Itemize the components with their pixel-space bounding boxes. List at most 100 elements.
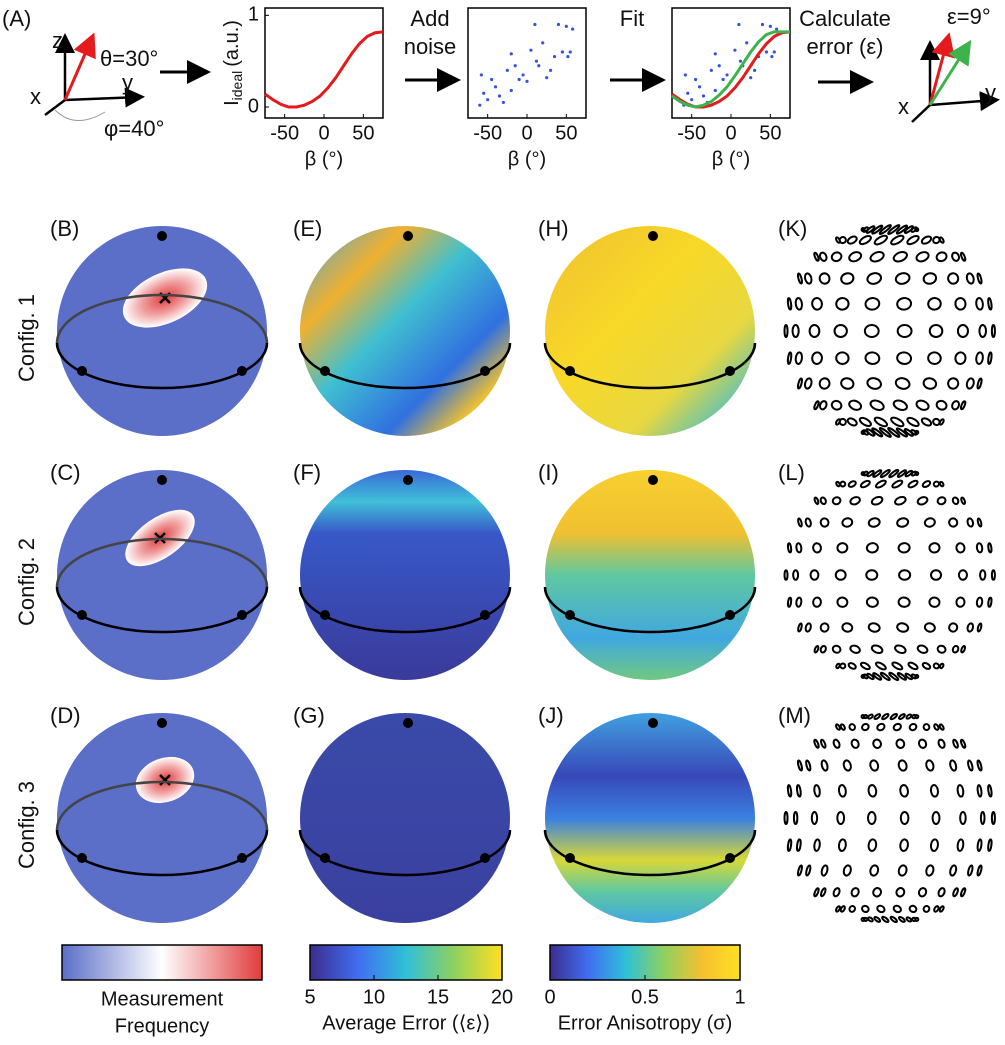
error-ellipse (935, 251, 948, 263)
error-ellipse (875, 479, 887, 489)
noise-point (510, 89, 513, 92)
error-ellipse (901, 812, 909, 824)
cb-tick-label: 5 (304, 986, 315, 1008)
error-ellipse (988, 543, 992, 553)
error-ellipse (814, 497, 819, 504)
line (65, 38, 92, 100)
error-ellipse (896, 622, 909, 633)
error-ellipse (820, 517, 830, 527)
error-ellipse (874, 713, 881, 720)
error-ellipse (835, 325, 847, 337)
error-ellipse (907, 661, 918, 670)
error-ellipse (797, 865, 803, 876)
error-ellipse (796, 839, 801, 851)
curve (672, 32, 790, 107)
line (65, 97, 140, 100)
error-ellipse (866, 377, 882, 391)
axis-dot (237, 366, 247, 376)
error-ellipse (898, 325, 912, 337)
error-ellipse (955, 352, 966, 365)
error-ellipse (898, 864, 908, 876)
label: y (122, 70, 133, 95)
error-ellipse (804, 378, 813, 390)
label: Calculate (799, 6, 891, 31)
error-ellipse (875, 661, 887, 671)
noise-point (702, 94, 705, 97)
error-ellipse (967, 865, 973, 876)
error-ellipse (900, 839, 909, 851)
error-ellipse (933, 812, 940, 824)
error-ellipse (960, 252, 966, 261)
error-ellipse (830, 399, 842, 411)
row-label: Config. 3 (14, 781, 39, 869)
error-ellipse (787, 298, 791, 310)
axis-dot (320, 366, 330, 376)
noise-point (749, 76, 752, 79)
noise-point (753, 69, 756, 72)
noise-point (566, 55, 569, 58)
error-ellipse (850, 739, 860, 749)
x-tick-label: 50 (759, 122, 781, 144)
noise-point (537, 64, 540, 67)
colorbar (310, 945, 502, 980)
error-ellipse (976, 543, 982, 553)
error-ellipse (988, 839, 992, 851)
figure: (A)zyxθ=30°φ=40°AddnoiseFitCalculateerro… (0, 0, 1005, 1045)
axis-dot (565, 366, 575, 376)
error-ellipse (866, 543, 878, 554)
error-ellipse (957, 839, 964, 851)
error-ellipse (866, 272, 882, 286)
error-ellipse (956, 597, 965, 607)
cb-tick-label: 15 (427, 986, 449, 1008)
y-tick-label: 1 (248, 4, 259, 26)
error-ellipse (977, 839, 982, 851)
error-ellipse (899, 570, 910, 580)
error-ellipse (924, 622, 936, 633)
axis-dot (480, 853, 490, 863)
error-ellipse (967, 760, 973, 771)
error-ellipse (805, 518, 812, 527)
plot-frame (265, 8, 383, 118)
error-ellipse (907, 479, 918, 488)
error-ellipse (785, 570, 788, 580)
error-ellipse (949, 865, 957, 876)
cb-tick-label: 0 (544, 986, 555, 1008)
error-ellipse (848, 399, 863, 412)
axis-dot (77, 366, 87, 376)
noise-point (521, 73, 524, 76)
error-ellipse (960, 497, 965, 504)
error-ellipse (832, 739, 840, 749)
error-ellipse (900, 785, 909, 797)
error-ellipse (813, 888, 819, 897)
error-ellipse (797, 273, 803, 284)
error-ellipse (898, 597, 910, 608)
x-tick-label: -50 (473, 122, 502, 144)
curve (672, 32, 790, 107)
error-ellipse (865, 352, 880, 365)
panel-label: (H) (538, 216, 569, 241)
error-ellipse (841, 622, 853, 633)
y-label-unit: (a.u.) (221, 20, 243, 67)
axis-dot (237, 610, 247, 620)
axis-dot (320, 853, 330, 863)
pole-dot (648, 718, 658, 728)
error-ellipse (820, 739, 826, 748)
label: (A) (2, 6, 31, 31)
error-ellipse (952, 888, 959, 897)
axis-dot (480, 366, 490, 376)
error-ellipse (787, 352, 791, 364)
error-ellipse (921, 235, 933, 245)
error-ellipse (797, 760, 803, 771)
error-ellipse (820, 622, 830, 632)
error-ellipse (952, 739, 959, 748)
sphere (545, 470, 755, 680)
error-ellipse (937, 887, 945, 897)
error-ellipse (820, 888, 826, 897)
error-ellipse (939, 906, 945, 913)
cb-label: Frequency (115, 1015, 210, 1037)
noise-point (557, 23, 560, 26)
error-ellipse (866, 597, 878, 608)
error-ellipse (895, 738, 905, 749)
error-ellipse (992, 570, 995, 580)
noise-point (761, 23, 764, 26)
